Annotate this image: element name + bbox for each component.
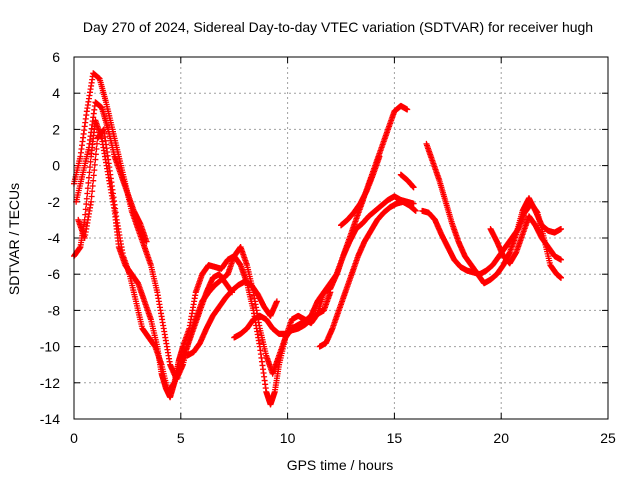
data-point bbox=[89, 182, 96, 189]
axis-ticks: 0 5 10 15 20 25 -14 -12 -10 -8 -6 -4 -2 0 2 4 6 bbox=[40, 49, 616, 446]
data-point bbox=[410, 184, 417, 191]
data-point bbox=[558, 225, 565, 232]
data-point bbox=[87, 158, 94, 165]
data-point bbox=[84, 190, 91, 197]
y-tick-label: 2 bbox=[52, 121, 60, 137]
data-point bbox=[93, 140, 100, 147]
y-tick-label: -6 bbox=[48, 266, 61, 282]
x-tick-label: 25 bbox=[600, 430, 616, 446]
data-series bbox=[316, 198, 419, 350]
y-tick-label: 6 bbox=[52, 49, 60, 65]
data-point bbox=[85, 179, 92, 186]
y-tick-label: -12 bbox=[40, 375, 60, 391]
data-point bbox=[327, 289, 334, 296]
data-point bbox=[90, 177, 97, 184]
y-tick-label: -2 bbox=[48, 194, 61, 210]
data-point bbox=[88, 198, 95, 205]
data-point bbox=[143, 238, 150, 245]
y-tick-label: -8 bbox=[48, 302, 61, 318]
data-point bbox=[83, 195, 90, 202]
data-point bbox=[91, 167, 98, 174]
data-point bbox=[558, 274, 565, 281]
x-tick-label: 0 bbox=[70, 430, 78, 446]
x-tick-label: 10 bbox=[280, 430, 296, 446]
x-tick-label: 5 bbox=[177, 430, 185, 446]
data-series bbox=[423, 140, 565, 287]
data-series bbox=[71, 70, 417, 383]
data-points bbox=[71, 70, 565, 408]
data-series bbox=[184, 278, 280, 359]
data-point bbox=[84, 185, 91, 192]
y-axis-title: SDTVAR / TECUs bbox=[6, 183, 22, 295]
data-point bbox=[376, 153, 383, 160]
data-point bbox=[85, 174, 92, 181]
data-point bbox=[91, 161, 98, 168]
data-point bbox=[404, 106, 411, 113]
plot-frame bbox=[73, 56, 609, 420]
x-tick-label: 15 bbox=[387, 430, 403, 446]
data-point bbox=[86, 169, 93, 176]
x-tick-label: 20 bbox=[493, 430, 509, 446]
y-tick-label: -10 bbox=[40, 339, 60, 355]
y-tick-label: -14 bbox=[40, 411, 60, 427]
grid-lines bbox=[74, 57, 608, 419]
chart-title: Day 270 of 2024, Sidereal Day-to-day VTE… bbox=[83, 19, 593, 35]
data-point bbox=[82, 206, 89, 213]
data-point bbox=[558, 256, 565, 263]
data-point bbox=[82, 211, 89, 218]
y-tick-label: -4 bbox=[48, 230, 61, 246]
data-point bbox=[90, 172, 97, 179]
data-point bbox=[92, 156, 99, 163]
data-point bbox=[83, 201, 90, 208]
data-point bbox=[87, 164, 94, 171]
data-series bbox=[338, 153, 383, 229]
data-series bbox=[487, 213, 565, 267]
data-point bbox=[92, 151, 99, 158]
y-tick-label: 4 bbox=[52, 85, 60, 101]
data-point bbox=[89, 188, 96, 195]
data-point bbox=[412, 207, 419, 214]
data-series bbox=[397, 171, 417, 191]
data-series bbox=[73, 99, 150, 245]
y-tick-label: 0 bbox=[52, 158, 60, 174]
x-axis-title: GPS time / hours bbox=[287, 457, 394, 473]
data-point bbox=[93, 146, 100, 153]
data-point bbox=[273, 298, 280, 305]
data-point bbox=[88, 193, 95, 200]
data-series bbox=[231, 289, 334, 341]
data-series bbox=[75, 126, 236, 395]
